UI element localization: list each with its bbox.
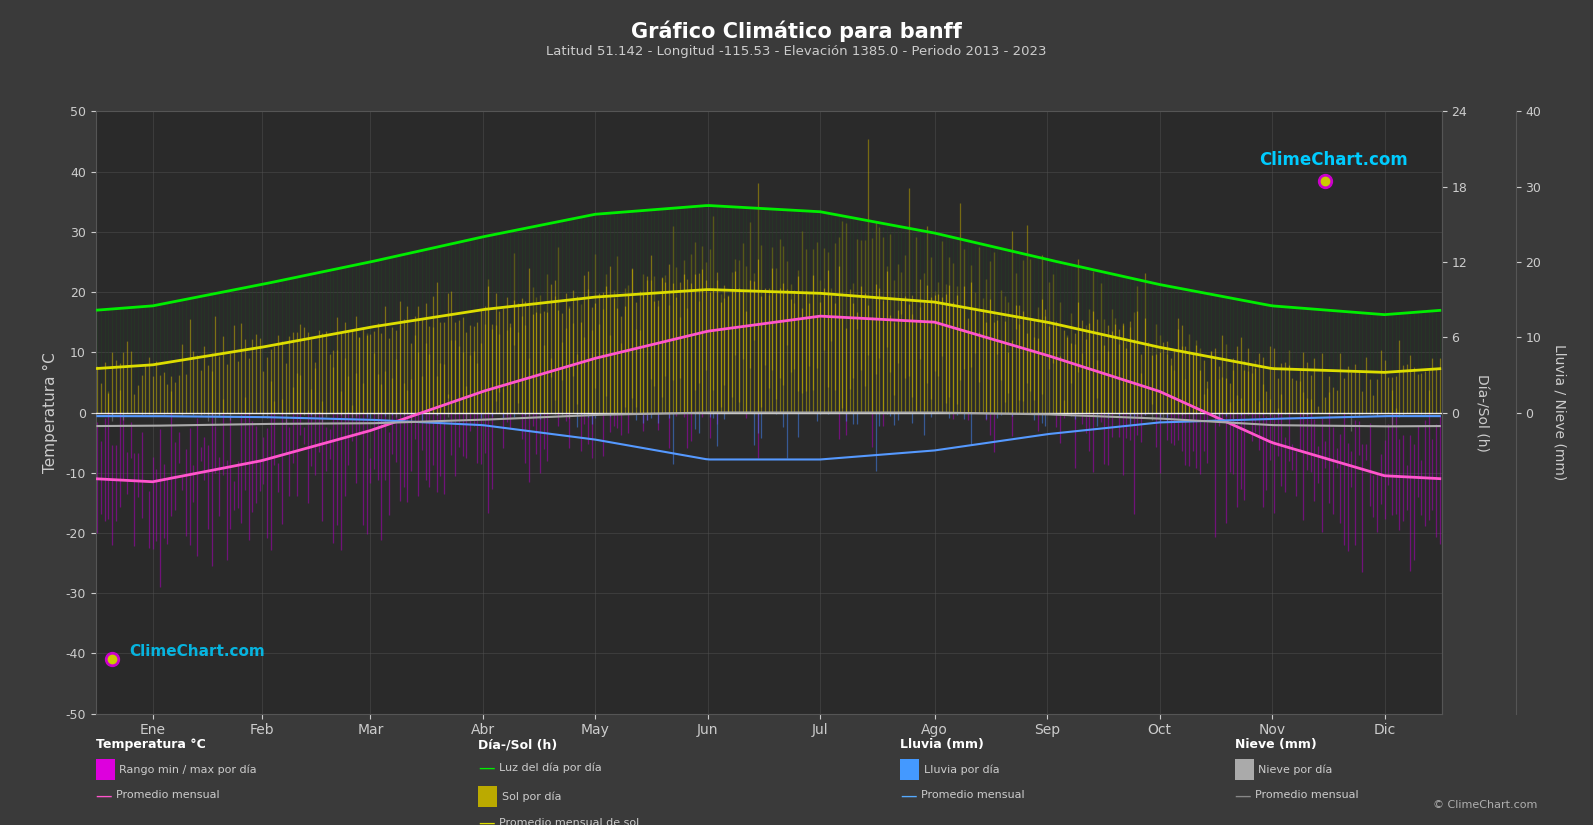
Text: —: — (478, 813, 494, 825)
Text: ClimeChart.com: ClimeChart.com (129, 644, 264, 659)
Text: Luz del día por día: Luz del día por día (499, 763, 602, 773)
Text: Rango min / max por día: Rango min / max por día (119, 765, 256, 775)
Text: —: — (1235, 786, 1251, 804)
Text: ClimeChart.com: ClimeChart.com (1258, 150, 1408, 168)
Text: Latitud 51.142 - Longitud -115.53 - Elevación 1385.0 - Periodo 2013 - 2023: Latitud 51.142 - Longitud -115.53 - Elev… (546, 45, 1047, 59)
Text: —: — (478, 759, 494, 777)
Text: —: — (900, 786, 916, 804)
Text: © ClimeChart.com: © ClimeChart.com (1432, 800, 1537, 810)
Text: Promedio mensual: Promedio mensual (1255, 790, 1359, 800)
Y-axis label: Temperatura °C: Temperatura °C (43, 352, 59, 473)
Text: Promedio mensual: Promedio mensual (116, 790, 220, 800)
Text: Promedio mensual: Promedio mensual (921, 790, 1024, 800)
Text: Nieve (mm): Nieve (mm) (1235, 738, 1316, 752)
Text: Lluvia (mm): Lluvia (mm) (900, 738, 984, 752)
Text: —: — (96, 786, 112, 804)
Y-axis label: Lluvia / Nieve (mm): Lluvia / Nieve (mm) (1552, 344, 1566, 481)
Text: Sol por día: Sol por día (502, 792, 561, 802)
Text: Temperatura °C: Temperatura °C (96, 738, 205, 752)
Text: Gráfico Climático para banff: Gráfico Climático para banff (631, 21, 962, 42)
Text: Nieve por día: Nieve por día (1258, 765, 1333, 775)
Text: Día-/Sol (h): Día-/Sol (h) (478, 738, 558, 752)
Text: Lluvia por día: Lluvia por día (924, 765, 999, 775)
Text: Promedio mensual de sol: Promedio mensual de sol (499, 818, 639, 825)
Y-axis label: Día-/Sol (h): Día-/Sol (h) (1474, 374, 1488, 451)
